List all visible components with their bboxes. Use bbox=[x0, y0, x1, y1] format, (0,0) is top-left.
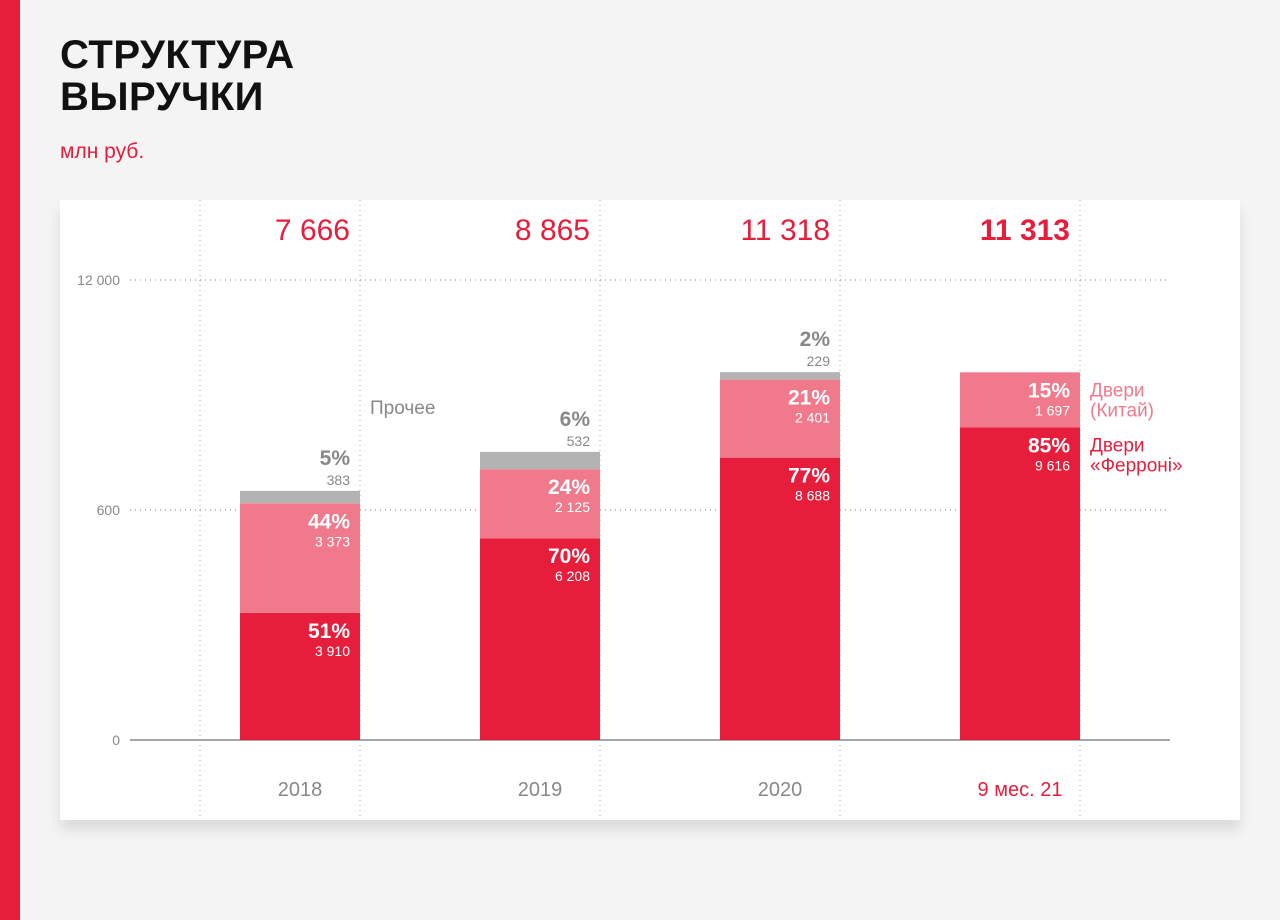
value-label-china-2: 2 401 bbox=[795, 410, 830, 426]
percent-label-ferroni-1: 70% bbox=[548, 545, 590, 568]
bar-segment-china-0 bbox=[240, 503, 360, 613]
total-label-3: 11 313 bbox=[980, 214, 1070, 247]
legend-ferroni-line-0: Двери bbox=[1090, 435, 1145, 456]
revenue-structure-chart: 0 600 12 000 51%3 910 44%3 373 5% 383 7 666 2018… bbox=[77, 200, 1183, 820]
bar-segment-ferroni-1 bbox=[480, 538, 600, 740]
page-title: СТРУКТУРА ВЫРУЧКИ bbox=[60, 34, 295, 118]
percent-label-ferroni-0: 51% bbox=[308, 620, 350, 643]
percent-label-other-1: 6% bbox=[560, 408, 591, 431]
value-label-ferroni-1: 6 208 bbox=[555, 568, 590, 584]
y-tick-label-2: 12 000 bbox=[77, 272, 120, 288]
total-label-2: 11 318 bbox=[740, 214, 830, 247]
title-line-1: СТРУКТУРА bbox=[60, 33, 295, 77]
legend-china-line-1: (Китай) bbox=[1090, 400, 1154, 421]
percent-label-china-1: 24% bbox=[548, 476, 590, 499]
bar-segment-other-2 bbox=[720, 372, 840, 380]
value-label-other-0: 383 bbox=[327, 472, 351, 488]
value-label-ferroni-0: 3 910 bbox=[315, 643, 350, 659]
percent-label-ferroni-2: 77% bbox=[788, 465, 830, 488]
y-tick-label-1: 600 bbox=[97, 502, 121, 518]
value-label-other-2: 229 bbox=[807, 353, 831, 369]
bar-segment-china-3 bbox=[960, 372, 1080, 428]
chart-panel: 0 600 12 000 51% 3 910 44% 3 373 5% 383 7 666 2018… bbox=[60, 200, 1240, 820]
bar-segment-ferroni-0 bbox=[240, 612, 360, 740]
legend-ferroni-line-1: «Ферроні» bbox=[1090, 455, 1183, 476]
bar-segment-china-1 bbox=[480, 469, 600, 539]
title-line-2: ВЫРУЧКИ bbox=[60, 75, 264, 119]
legend-other: Прочее bbox=[370, 398, 435, 419]
bar-segment-other-1 bbox=[480, 451, 600, 470]
accent-stripe bbox=[0, 0, 20, 920]
category-label-0: 2018 bbox=[278, 779, 323, 801]
unit-label: млн руб. bbox=[60, 140, 145, 163]
total-label-1: 8 865 bbox=[515, 214, 590, 247]
percent-label-ferroni-3: 85% bbox=[1028, 434, 1070, 457]
category-label-2: 2020 bbox=[758, 779, 803, 801]
legend-china-line-0: Двери bbox=[1090, 380, 1145, 401]
percent-label-china-2: 21% bbox=[788, 387, 830, 410]
bar-segment-other-0 bbox=[240, 490, 360, 504]
value-label-ferroni-3: 9 616 bbox=[1035, 457, 1070, 473]
bar-segment-china-2 bbox=[720, 379, 840, 458]
value-label-ferroni-2: 8 688 bbox=[795, 488, 830, 504]
y-tick-label-0: 0 bbox=[112, 732, 120, 748]
percent-label-china-0: 44% bbox=[308, 510, 350, 533]
value-label-china-3: 1 697 bbox=[1035, 402, 1070, 418]
bar-segment-ferroni-2 bbox=[720, 457, 840, 740]
value-label-other-1: 532 bbox=[567, 433, 591, 449]
value-label-china-0: 3 373 bbox=[315, 533, 350, 549]
percent-label-other-0: 5% bbox=[320, 447, 351, 470]
percent-label-other-2: 2% bbox=[800, 328, 831, 351]
category-label-3: 9 мес. 21 bbox=[978, 779, 1063, 801]
category-label-1: 2019 bbox=[518, 779, 563, 801]
value-label-china-1: 2 125 bbox=[555, 499, 590, 515]
total-label-0: 7 666 bbox=[275, 214, 350, 247]
bar-segment-ferroni-3 bbox=[960, 427, 1080, 740]
percent-label-china-3: 15% bbox=[1028, 379, 1070, 402]
